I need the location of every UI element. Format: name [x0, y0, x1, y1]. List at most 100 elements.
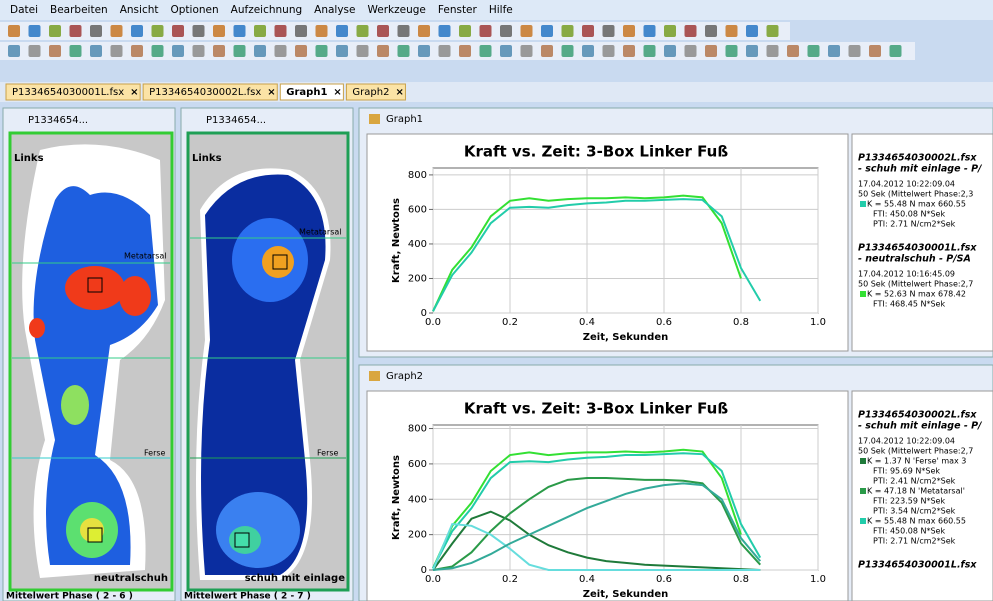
menu-item[interactable]: Hilfe [489, 4, 513, 16]
tab-close[interactable]: × [333, 87, 341, 98]
toolbar-button[interactable] [808, 45, 820, 57]
toolbar-button[interactable] [869, 45, 881, 57]
toolbar-button[interactable] [254, 45, 266, 57]
toolbar-button[interactable] [726, 45, 738, 57]
toolbar-button[interactable] [828, 45, 840, 57]
toolbar-button[interactable] [193, 45, 205, 57]
toolbar-button[interactable] [377, 45, 389, 57]
toolbar-button[interactable] [275, 25, 287, 37]
tab[interactable]: P1334654030001L.fsx × [6, 84, 140, 100]
toolbar-button[interactable] [541, 25, 553, 37]
toolbar-button[interactable] [131, 25, 143, 37]
toolbar-button[interactable] [49, 25, 61, 37]
menu-item[interactable]: Fenster [438, 4, 478, 16]
menu-item[interactable]: Analyse [314, 4, 355, 16]
toolbar-button[interactable] [49, 45, 61, 57]
toolbar-button[interactable] [664, 25, 676, 37]
toolbar-button[interactable] [726, 25, 738, 37]
toolbar-button[interactable] [29, 25, 41, 37]
toolbar-button[interactable] [480, 45, 492, 57]
toolbar-button[interactable] [603, 45, 615, 57]
menu-item[interactable]: Optionen [171, 4, 219, 16]
toolbar-button[interactable] [521, 45, 533, 57]
toolbar-button[interactable] [90, 45, 102, 57]
toolbar-button[interactable] [623, 45, 635, 57]
tab-close[interactable]: × [267, 87, 275, 98]
toolbar-button[interactable] [521, 25, 533, 37]
menu-item[interactable]: Aufzeichnung [231, 4, 302, 16]
toolbar-button[interactable] [439, 25, 451, 37]
toolbar-button[interactable] [582, 25, 594, 37]
toolbar-button[interactable] [541, 45, 553, 57]
toolbar-button[interactable] [8, 25, 20, 37]
toolbar-button[interactable] [562, 25, 574, 37]
toolbar-button[interactable] [213, 25, 225, 37]
toolbar-button[interactable] [152, 25, 164, 37]
toolbar-button[interactable] [459, 45, 471, 57]
toolbar-button[interactable] [70, 45, 82, 57]
toolbar-button[interactable] [398, 25, 410, 37]
toolbar-button[interactable] [500, 45, 512, 57]
toolbar-button[interactable] [705, 25, 717, 37]
toolbar-button[interactable] [746, 25, 758, 37]
toolbar-button[interactable] [767, 45, 779, 57]
toolbar-button[interactable] [746, 45, 758, 57]
toolbar-button[interactable] [316, 25, 328, 37]
toolbar-button[interactable] [418, 45, 430, 57]
toolbar-button[interactable] [582, 45, 594, 57]
tab-close[interactable]: × [395, 87, 403, 98]
toolbar-button[interactable] [172, 25, 184, 37]
tab-close[interactable]: × [130, 87, 138, 98]
toolbar-button[interactable] [234, 25, 246, 37]
toolbar-button[interactable] [316, 45, 328, 57]
tab-label[interactable]: Graph2 [352, 87, 389, 98]
toolbar-button[interactable] [90, 25, 102, 37]
toolbar-button[interactable] [357, 25, 369, 37]
menu-item[interactable]: Werkzeuge [368, 4, 426, 16]
toolbar-button[interactable] [336, 45, 348, 57]
toolbar-button[interactable] [357, 45, 369, 57]
toolbar-button[interactable] [439, 45, 451, 57]
tab-label[interactable]: Graph1 [286, 87, 327, 98]
toolbar-button[interactable] [603, 25, 615, 37]
toolbar-button[interactable] [131, 45, 143, 57]
toolbar-button[interactable] [295, 25, 307, 37]
toolbar-button[interactable] [70, 25, 82, 37]
toolbar-button[interactable] [193, 25, 205, 37]
toolbar-button[interactable] [377, 25, 389, 37]
toolbar-button[interactable] [459, 25, 471, 37]
menu-item[interactable]: Bearbeiten [50, 4, 108, 16]
tab-label[interactable]: P1334654030001L.fsx [12, 87, 124, 98]
toolbar-button[interactable] [664, 45, 676, 57]
toolbar-button[interactable] [213, 45, 225, 57]
toolbar-button[interactable] [111, 45, 123, 57]
tab[interactable]: Graph1 × [280, 84, 343, 100]
toolbar-button[interactable] [254, 25, 266, 37]
toolbar-button[interactable] [685, 25, 697, 37]
toolbar-button[interactable] [172, 45, 184, 57]
toolbar-button[interactable] [234, 45, 246, 57]
toolbar-button[interactable] [295, 45, 307, 57]
toolbar-button[interactable] [8, 45, 20, 57]
toolbar-button[interactable] [623, 25, 635, 37]
toolbar-button[interactable] [152, 45, 164, 57]
toolbar-button[interactable] [849, 45, 861, 57]
tab[interactable]: P1334654030002L.fsx × [143, 84, 277, 100]
toolbar-button[interactable] [480, 25, 492, 37]
toolbar-button[interactable] [418, 25, 430, 37]
toolbar-button[interactable] [644, 45, 656, 57]
toolbar-button[interactable] [275, 45, 287, 57]
toolbar-button[interactable] [336, 25, 348, 37]
menu-item[interactable]: Datei [10, 4, 38, 16]
menu-item[interactable]: Ansicht [120, 4, 159, 16]
toolbar-button[interactable] [111, 25, 123, 37]
toolbar-button[interactable] [767, 25, 779, 37]
tab[interactable]: Graph2 × [346, 84, 405, 100]
toolbar-button[interactable] [787, 45, 799, 57]
tab-label[interactable]: P1334654030002L.fsx [149, 87, 261, 98]
toolbar-button[interactable] [685, 45, 697, 57]
toolbar-button[interactable] [705, 45, 717, 57]
toolbar-button[interactable] [398, 45, 410, 57]
toolbar-button[interactable] [890, 45, 902, 57]
toolbar-button[interactable] [562, 45, 574, 57]
